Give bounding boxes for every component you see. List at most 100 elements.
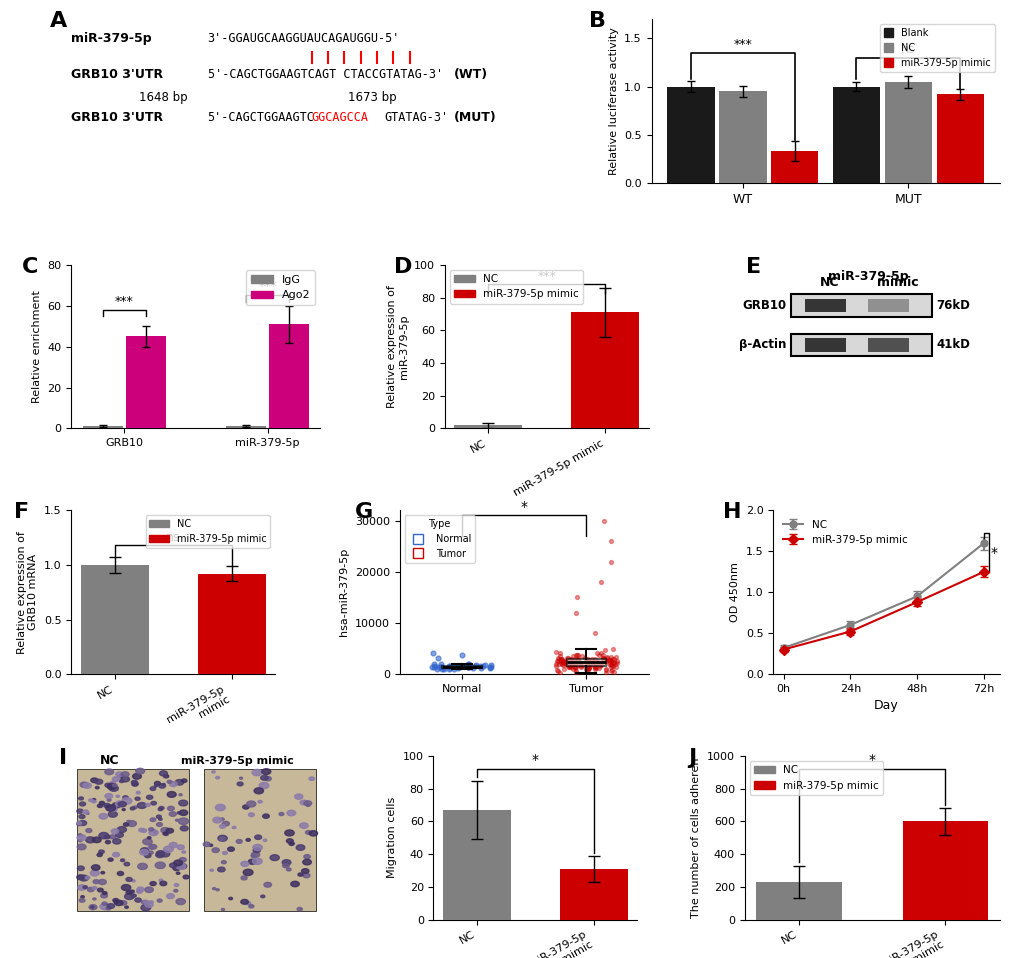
Point: [481, 659, 497, 674]
Text: ***: ***: [258, 281, 277, 293]
Circle shape: [108, 858, 113, 861]
Text: (WT): (WT): [453, 68, 488, 81]
Circle shape: [93, 799, 96, 801]
Circle shape: [105, 769, 113, 775]
Bar: [832, 86, 879, 183]
Circle shape: [163, 846, 173, 853]
Bar: [226, 426, 266, 428]
Point: [585, 654, 601, 670]
Circle shape: [141, 848, 149, 854]
Point: [597, 653, 613, 669]
Circle shape: [227, 847, 234, 852]
Circle shape: [79, 875, 89, 881]
Circle shape: [209, 844, 212, 846]
Circle shape: [176, 872, 179, 875]
Point: [453, 647, 470, 662]
Text: ns: ns: [900, 43, 914, 56]
Circle shape: [210, 869, 213, 872]
Point: [579, 663, 595, 678]
Point: [430, 650, 446, 666]
Circle shape: [246, 838, 250, 841]
Point: [586, 626, 602, 641]
Text: *: *: [868, 753, 874, 767]
Point: [435, 660, 451, 675]
Circle shape: [159, 784, 165, 788]
Point: [586, 651, 602, 667]
Point: [567, 651, 583, 667]
Legend: NC, miR-379-5p mimic: NC, miR-379-5p mimic: [777, 515, 911, 549]
Point: [581, 659, 597, 674]
Circle shape: [228, 898, 232, 900]
Point: [562, 651, 579, 667]
Point: [440, 661, 457, 676]
Circle shape: [117, 872, 123, 876]
Circle shape: [108, 806, 117, 811]
Circle shape: [236, 782, 243, 786]
Point: [445, 661, 462, 676]
Point: [602, 658, 619, 673]
Point: [578, 662, 594, 677]
Circle shape: [150, 787, 156, 790]
Circle shape: [145, 887, 153, 893]
Circle shape: [156, 815, 161, 818]
Point: [589, 646, 605, 661]
Circle shape: [154, 785, 157, 787]
Point: [549, 650, 566, 666]
Circle shape: [247, 801, 256, 807]
Circle shape: [212, 771, 215, 773]
Circle shape: [283, 863, 288, 866]
Point: [549, 663, 566, 678]
Point: [578, 653, 594, 669]
Circle shape: [290, 842, 294, 845]
Circle shape: [270, 855, 279, 860]
Point: [424, 645, 440, 660]
Circle shape: [175, 863, 185, 869]
Circle shape: [121, 884, 130, 891]
Circle shape: [300, 800, 307, 805]
Circle shape: [142, 901, 148, 904]
Circle shape: [93, 837, 101, 843]
Bar: [559, 869, 628, 920]
Point: [482, 657, 498, 673]
Legend: NC, miR-379-5p mimic: NC, miR-379-5p mimic: [749, 762, 882, 795]
Text: mimic: mimic: [876, 276, 918, 289]
Circle shape: [150, 818, 156, 822]
Circle shape: [106, 805, 115, 811]
Point: [562, 657, 579, 673]
Circle shape: [304, 855, 310, 858]
FancyBboxPatch shape: [76, 769, 189, 911]
Y-axis label: Migration cells: Migration cells: [387, 797, 396, 878]
Circle shape: [145, 854, 151, 857]
Circle shape: [279, 812, 283, 815]
Point: [594, 648, 610, 663]
Circle shape: [220, 818, 224, 820]
Circle shape: [99, 850, 104, 854]
Text: ***: ***: [115, 295, 133, 308]
Circle shape: [107, 903, 114, 908]
Circle shape: [149, 828, 154, 831]
Circle shape: [91, 778, 98, 783]
Circle shape: [138, 803, 147, 809]
Point: [602, 650, 619, 665]
Circle shape: [83, 783, 92, 788]
Circle shape: [135, 797, 140, 800]
Point: [440, 659, 457, 674]
Point: [597, 662, 613, 677]
Circle shape: [263, 839, 267, 841]
Point: [573, 648, 589, 663]
Circle shape: [120, 859, 124, 861]
Circle shape: [169, 863, 176, 868]
Circle shape: [158, 808, 162, 810]
Point: [579, 652, 595, 668]
Circle shape: [100, 903, 110, 910]
Point: [591, 648, 607, 663]
Text: miR-379-5p: miR-379-5p: [71, 33, 152, 45]
Point: [435, 662, 451, 677]
Bar: [571, 312, 639, 428]
Point: [562, 654, 579, 670]
Text: E: E: [745, 257, 760, 277]
Bar: [718, 91, 765, 183]
Point: [547, 658, 564, 673]
Circle shape: [78, 820, 87, 826]
Text: (MUT): (MUT): [453, 111, 496, 124]
